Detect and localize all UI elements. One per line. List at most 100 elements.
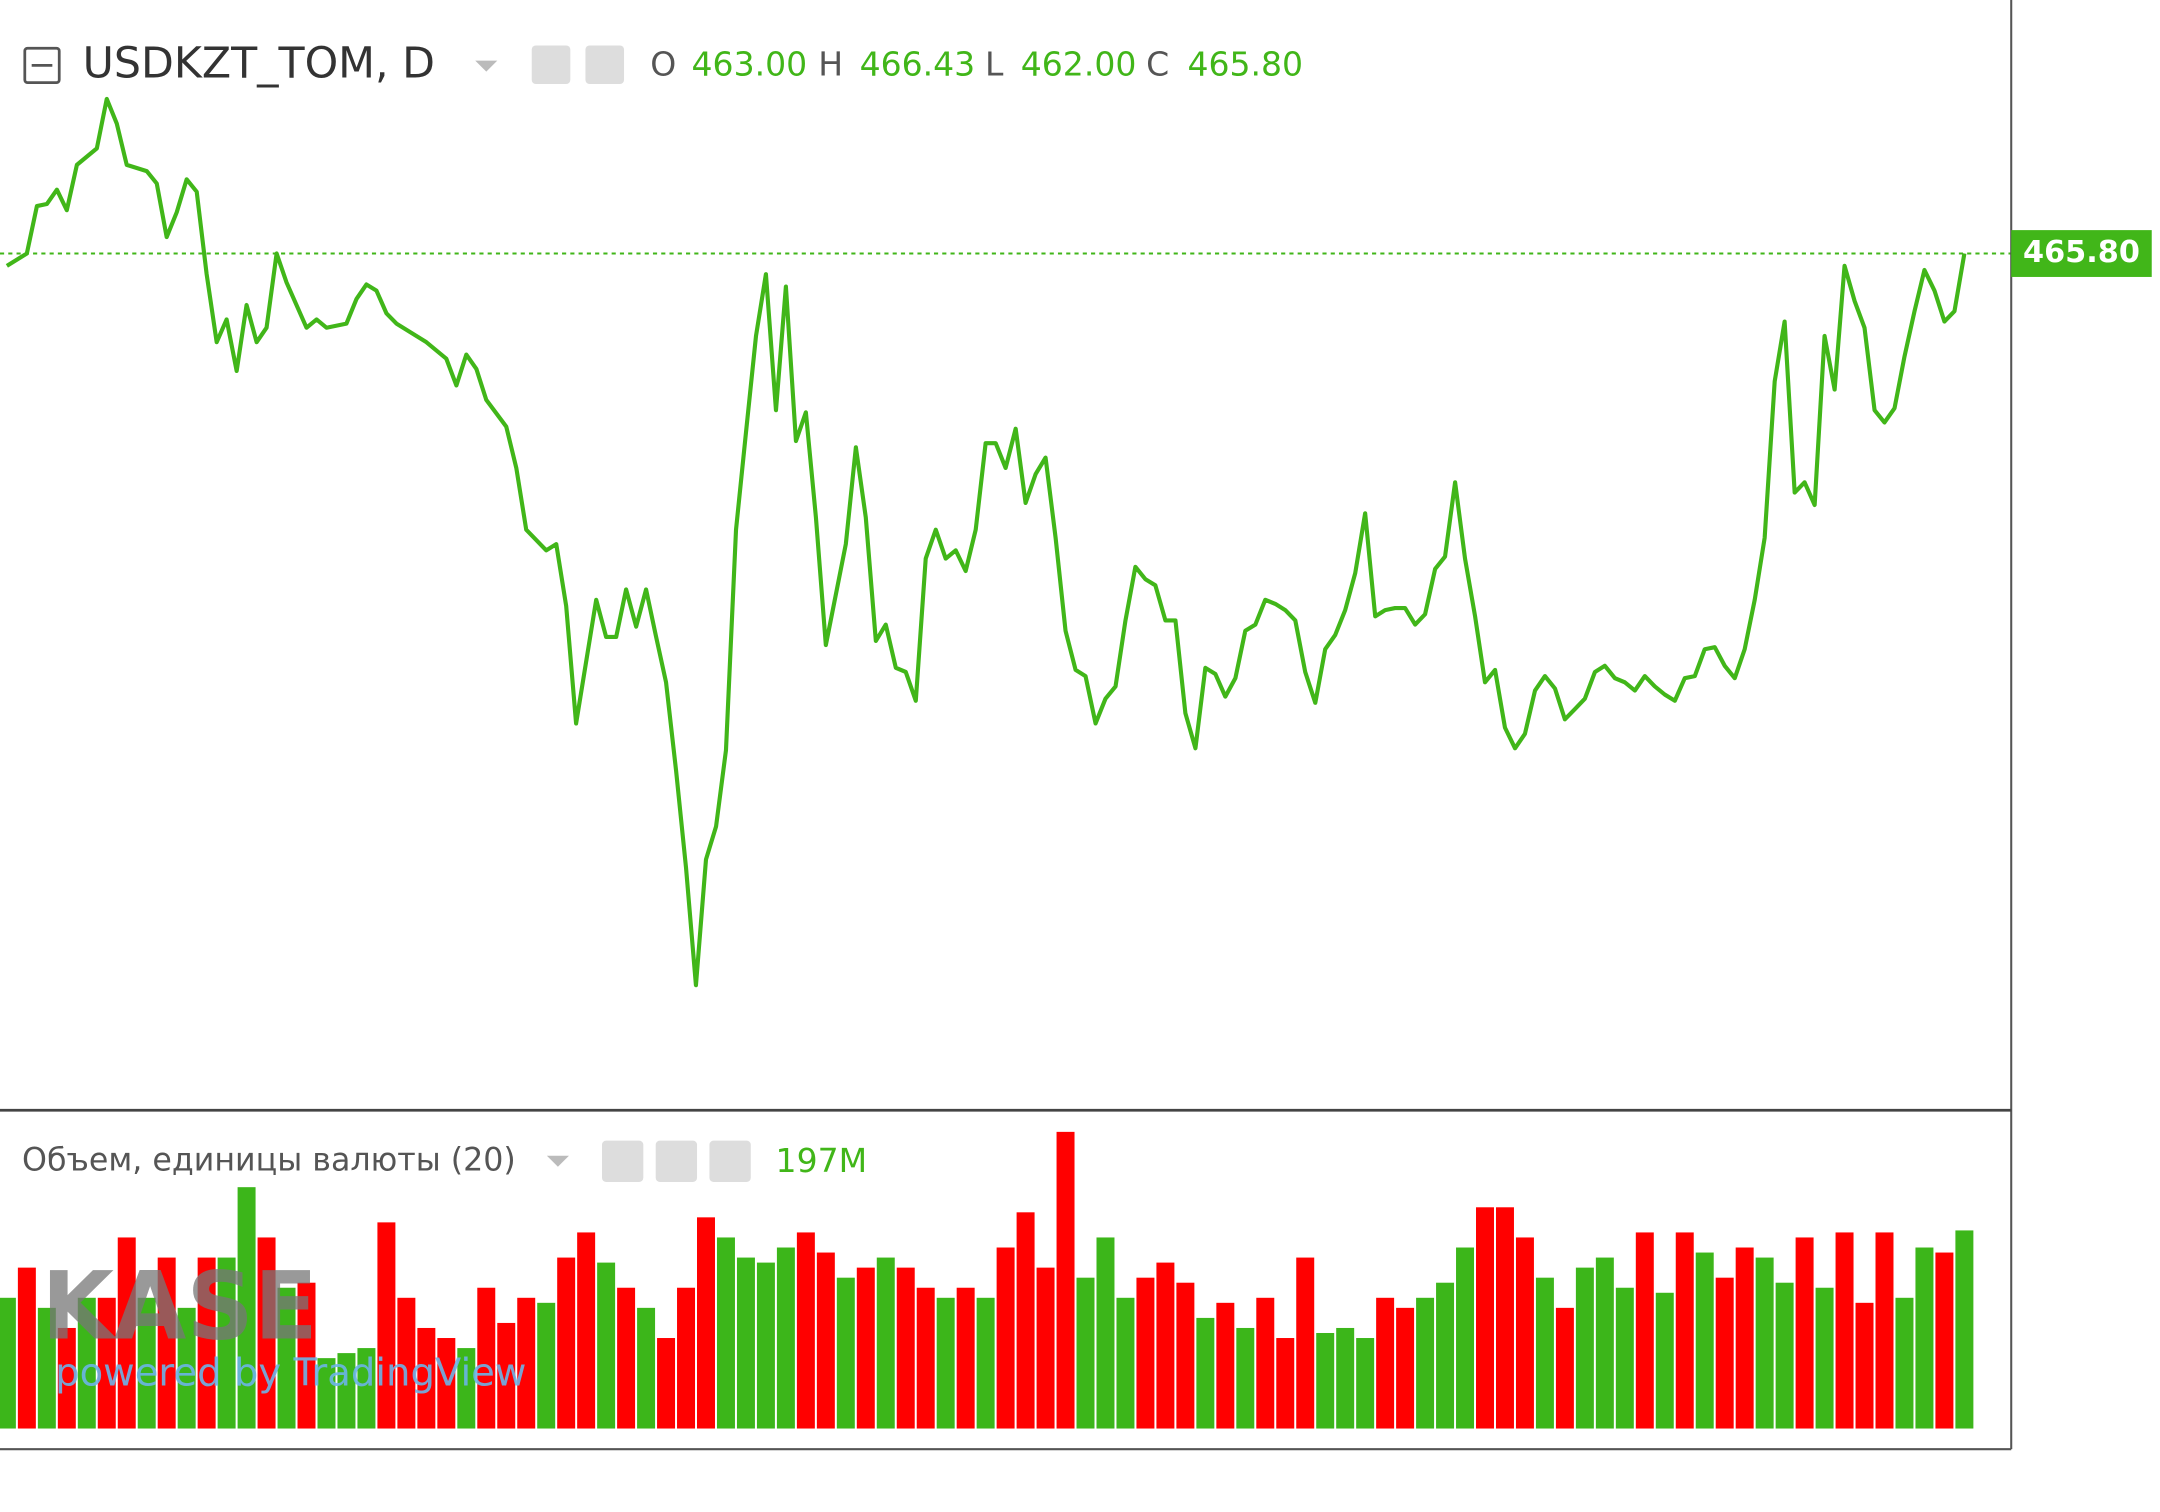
volume-bar <box>956 1287 975 1429</box>
volume-bar <box>756 1262 775 1429</box>
ohlc-value: 462.00 <box>1021 45 1137 84</box>
volume-bar <box>297 1282 316 1429</box>
volume-bar <box>597 1262 616 1429</box>
volume-bar <box>1076 1277 1095 1429</box>
visibility-icon[interactable] <box>531 45 571 85</box>
volume-title: Объем, единицы валюты (20) <box>22 1142 516 1178</box>
volume-bar <box>317 1358 336 1429</box>
collapse-icon[interactable] <box>23 46 61 85</box>
volume-bar <box>157 1257 176 1429</box>
volume-bar <box>916 1287 935 1429</box>
volume-bar <box>896 1267 915 1429</box>
price-line <box>5 96 1967 988</box>
volume-bar <box>657 1338 676 1429</box>
volume-bar <box>1495 1207 1514 1429</box>
volume-bar <box>397 1297 416 1429</box>
volume-bar <box>1895 1297 1914 1429</box>
volume-bar <box>1136 1277 1155 1429</box>
remove-icon[interactable] <box>709 1140 751 1182</box>
volume-bar <box>1116 1297 1135 1429</box>
volume-bar <box>1276 1338 1295 1429</box>
volume-bar <box>97 1297 116 1429</box>
dropdown-arrow[interactable] <box>546 1155 569 1167</box>
volume-bar <box>1376 1297 1395 1429</box>
volume-bar <box>1256 1297 1275 1429</box>
volume-bar <box>876 1257 895 1429</box>
ohlc-value: 466.43 <box>860 45 976 84</box>
volume-bar <box>716 1237 735 1429</box>
volume-bar <box>1695 1252 1714 1429</box>
ohlc-key: H <box>818 45 843 84</box>
settings-icon[interactable] <box>655 1140 698 1182</box>
settings-icon[interactable] <box>585 45 625 85</box>
volume-bar <box>57 1327 76 1429</box>
volume-bar <box>1915 1247 1934 1429</box>
volume-bar <box>1955 1230 1974 1429</box>
volume-bar <box>477 1287 496 1429</box>
last-price-label: 465.80 <box>2023 235 2140 270</box>
volume-bar <box>1416 1297 1435 1429</box>
volume-bar <box>1835 1232 1854 1429</box>
volume-bar <box>1655 1292 1674 1429</box>
volume-bar <box>736 1257 755 1429</box>
volume-bar <box>1396 1307 1415 1429</box>
volume-bar <box>277 1287 296 1429</box>
volume-bar <box>437 1338 456 1429</box>
volume-bar <box>17 1267 36 1429</box>
volume-bar <box>617 1287 636 1429</box>
watermark-logo: KASE <box>41 1253 318 1362</box>
volume-last-value: 197M <box>776 1141 868 1180</box>
volume-bar <box>77 1297 96 1429</box>
ohlc-value: 465.80 <box>1187 45 1303 84</box>
volume-bar <box>1615 1287 1634 1429</box>
volume-bar <box>1715 1277 1734 1429</box>
volume-bar <box>257 1237 276 1429</box>
labels: 465.80 <box>2011 230 2152 277</box>
volume-bar <box>1795 1237 1814 1429</box>
volume-bar <box>1675 1232 1694 1429</box>
volume-bar <box>1535 1277 1554 1429</box>
volume-bar <box>1855 1302 1874 1429</box>
volume-bar <box>357 1348 376 1429</box>
ohlc-key: L <box>985 45 1004 84</box>
volume-bar <box>936 1297 955 1429</box>
volume-bar <box>1935 1252 1954 1429</box>
volume-bar <box>337 1353 356 1429</box>
volume-bar <box>677 1287 696 1429</box>
marks <box>0 96 2012 1429</box>
volume-bar <box>1316 1332 1335 1429</box>
volume-bar <box>497 1322 516 1429</box>
volume-bar <box>1735 1247 1754 1429</box>
volume-bar <box>1635 1232 1654 1429</box>
volume-bar <box>1815 1287 1834 1429</box>
volume-bar <box>0 1297 16 1429</box>
volume-bar <box>117 1237 136 1429</box>
volume-bar <box>1456 1247 1475 1429</box>
volume-bar <box>816 1252 835 1429</box>
volume-bar <box>417 1327 436 1429</box>
volume-bar <box>1336 1327 1355 1429</box>
volume-bar <box>237 1187 256 1429</box>
volume-bar <box>1296 1257 1315 1429</box>
volume-bar <box>836 1277 855 1429</box>
volume-bar <box>177 1307 196 1429</box>
volume-bar <box>776 1247 795 1429</box>
visibility-icon[interactable] <box>601 1140 644 1182</box>
volume-bar <box>217 1257 236 1429</box>
volume-bar <box>1595 1257 1614 1429</box>
volume-bar <box>1476 1207 1494 1429</box>
volume-bar <box>1236 1327 1255 1429</box>
watermark-credit: powered by TradingView <box>55 1350 526 1395</box>
volume-bar <box>1196 1317 1215 1429</box>
volume-bar <box>996 1247 1015 1429</box>
volume-bar <box>1555 1307 1574 1429</box>
volume-bar <box>1156 1262 1175 1429</box>
volume-bar <box>537 1302 556 1429</box>
dropdown-arrow[interactable] <box>475 60 498 72</box>
symbol-title: USDKZT_TOM, D <box>83 39 435 89</box>
volume-bar <box>517 1297 536 1429</box>
volume-bar <box>137 1297 156 1429</box>
ohlc-key: O <box>650 45 676 84</box>
volume-bar <box>1875 1232 1894 1429</box>
